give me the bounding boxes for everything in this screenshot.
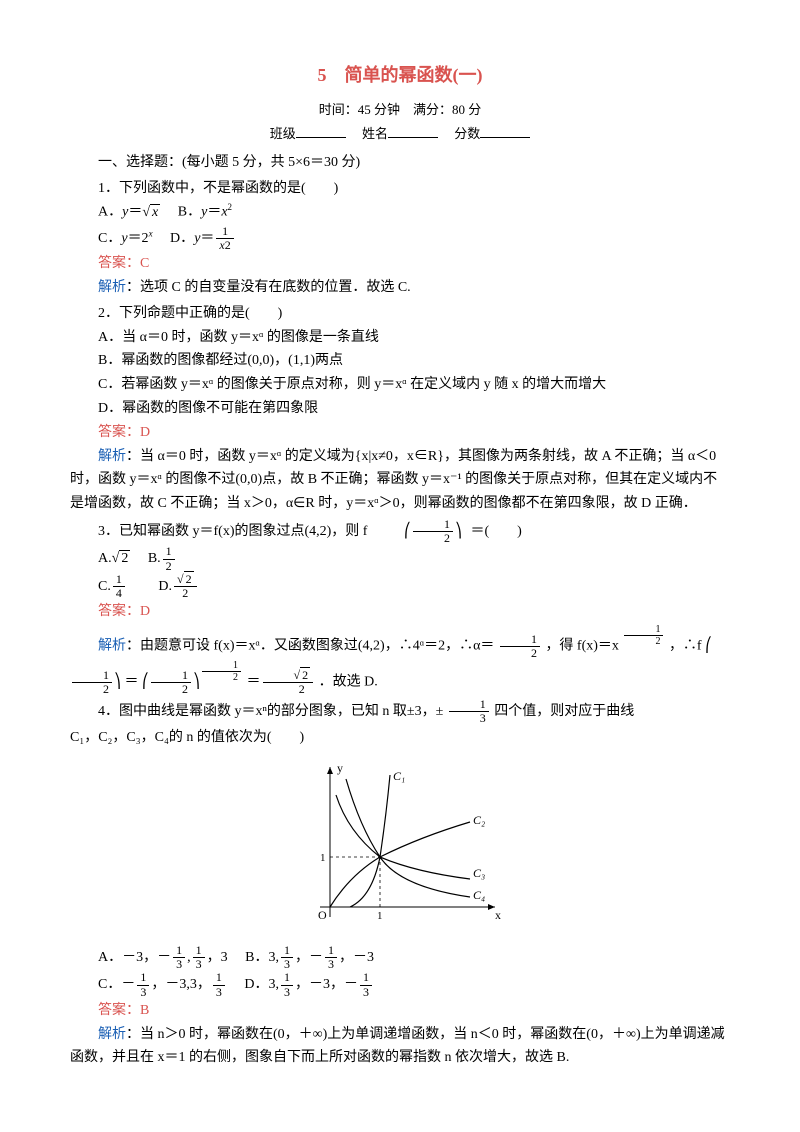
q3-stem: 3．已知幂函数 y＝f(x)的图象过点(4,2)，则 f ⎛12⎞ ＝( ) <box>70 518 730 545</box>
q1-analysis: 解析：选项 C 的自变量没有在底数的位置．故选 C. <box>70 276 730 300</box>
q1-options-ab: A．y＝x B．y＝x2 <box>98 200 730 224</box>
time-score: 时间：45 分钟 满分：80 分 <box>70 99 730 121</box>
q4-stem: 4．图中曲线是幂函数 y＝xⁿ的部分图象，已知 n 取±3，± 13 四个值，则… <box>70 698 730 725</box>
q1-stem: 1．下列函数中，不是幂函数的是( ) <box>70 177 730 201</box>
q2-answer: 答案：D <box>70 421 730 445</box>
svg-text:O: O <box>318 908 327 922</box>
q2-opt-d: D．幂函数的图像不可能在第四象限 <box>98 397 730 421</box>
svg-text:1: 1 <box>377 910 383 922</box>
svg-text:C₃: C₃ <box>473 866 485 880</box>
q3-options-cd: C.14 D.22 <box>98 573 730 600</box>
q1-answer: 答案：C <box>70 252 730 276</box>
svg-text:C₁: C₁ <box>393 769 405 783</box>
svg-text:C₄: C₄ <box>473 888 485 902</box>
label-class: 班级 <box>270 126 296 141</box>
q4-analysis: 解析：当 n＞0 时，幂函数在(0，＋∞)上为单调递增函数，当 n＜0 时，幂函… <box>70 1023 730 1071</box>
q2-analysis: 解析：当 α＝0 时，函数 y＝xᵅ 的定义域为{x|x≠0，x∈R}，其图像为… <box>70 445 730 516</box>
analysis-label: 解析 <box>98 639 126 654</box>
q4-stem-line2: C₁，C₂，C₃，C₄的 n 的值依次为( ) <box>70 726 730 750</box>
label-name: 姓名 <box>362 126 388 141</box>
q4-answer: 答案：B <box>70 999 730 1023</box>
page-title: 5 简单的幂函数(一) <box>70 60 730 91</box>
q3-analysis: 解析：由题意可设 f(x)＝xᵅ．又函数图象过(4,2)，∴4ᵅ＝2，∴α＝ 1… <box>70 624 730 696</box>
fill-blanks: 班级 姓名 分数 <box>70 123 730 145</box>
q4-options-ab: A．－3，－13,13，3 B．3,13，－13，－3 <box>98 944 730 971</box>
q2-opt-c: C．若幂函数 y＝xᵅ 的图像关于原点对称，则 y＝xᵅ 在定义域内 y 随 x… <box>98 373 730 397</box>
svg-text:1: 1 <box>320 852 326 864</box>
analysis-label: 解析 <box>98 280 126 295</box>
q1-options-cd: C．y＝2x D．y＝1x2 <box>98 225 730 252</box>
q2-stem: 2．下列命题中正确的是( ) <box>70 302 730 326</box>
analysis-label: 解析 <box>98 449 126 464</box>
svg-text:C₂: C₂ <box>473 813 485 827</box>
svg-text:x: x <box>495 908 501 922</box>
q3-options-ab: A.2 B.12 <box>98 545 730 572</box>
section-1: 一、选择题：(每小题 5 分，共 5×6＝30 分) 1．下列函数中，不是幂函数… <box>70 151 730 1070</box>
label-score: 分数 <box>454 126 480 141</box>
q3-answer: 答案：D <box>70 600 730 624</box>
analysis-label: 解析 <box>98 1027 126 1042</box>
svg-text:y: y <box>337 761 343 775</box>
section-heading: 一、选择题：(每小题 5 分，共 5×6＝30 分) <box>70 151 730 175</box>
q4-chart: y x O 1 1 C₁ C₂ C₃ C₄ <box>70 757 730 936</box>
q2-opt-a: A．当 α＝0 时，函数 y＝xᵅ 的图像是一条直线 <box>98 326 730 350</box>
q4-options-cd: C．－13，－3,3，13 D．3,13，－3，－13 <box>98 971 730 998</box>
q2-opt-b: B．幂函数的图像都经过(0,0)，(1,1)两点 <box>98 349 730 373</box>
